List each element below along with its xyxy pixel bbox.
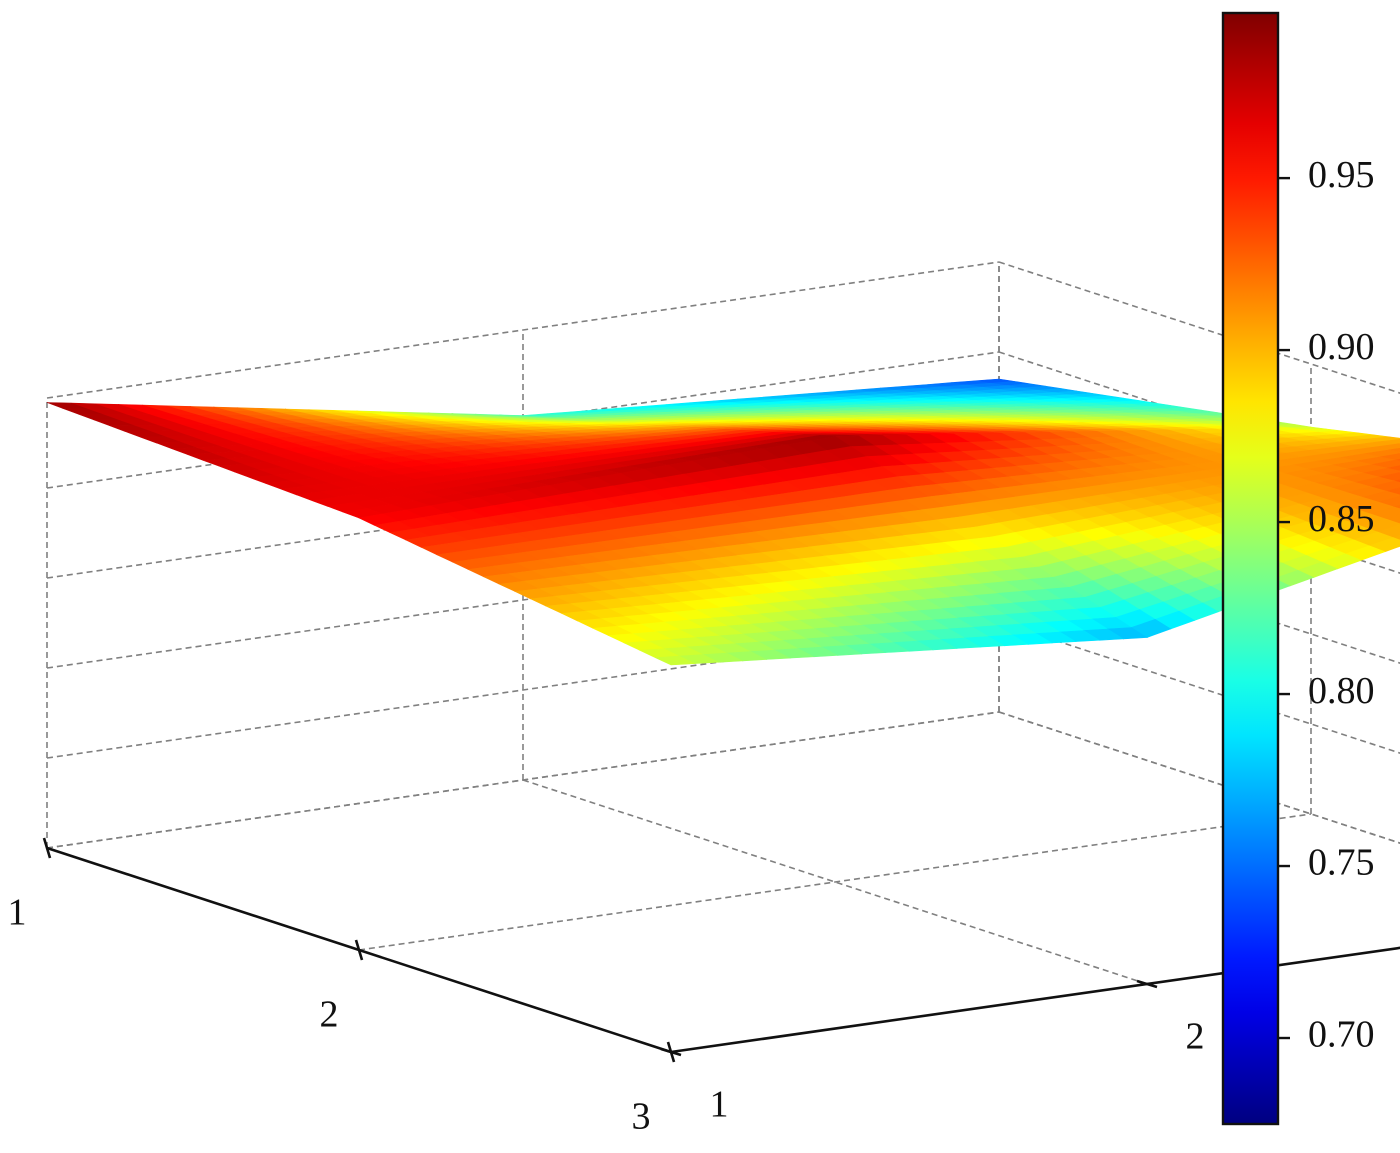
y-tick-label: 1: [710, 1084, 729, 1126]
colorbar-tick-label: 0.90: [1308, 326, 1375, 368]
colorbar-tick-label: 0.80: [1308, 670, 1375, 712]
y-axis-line: [671, 916, 1400, 1052]
colorbar-tick-label: 0.75: [1308, 842, 1375, 884]
surface-mesh: [47, 379, 1400, 665]
grid-line: [999, 622, 1400, 826]
colorbar-gradient: [1223, 13, 1278, 1124]
x-tick-label: 3: [632, 1096, 651, 1138]
grid-line: [999, 712, 1400, 916]
grid-line: [359, 814, 1311, 950]
colorbar-tick-label: 0.95: [1308, 154, 1375, 196]
grid-line: [671, 916, 1400, 1052]
y-tick-label: 2: [1186, 1016, 1205, 1058]
colorbar-tick-label: 0.70: [1308, 1014, 1375, 1056]
grid-line: [999, 712, 1400, 916]
colorbar-tick-label: 0.85: [1308, 498, 1375, 540]
x-tick-label: 2: [320, 994, 339, 1036]
x-tick-label: 1: [8, 892, 27, 934]
